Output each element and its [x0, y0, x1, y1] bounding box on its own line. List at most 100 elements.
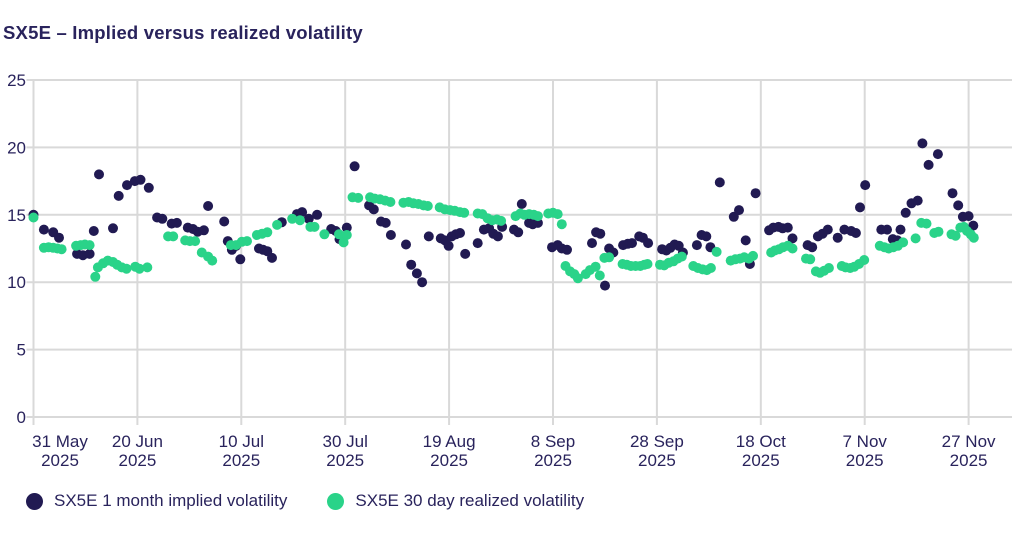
realized-data-point[interactable] [552, 209, 563, 220]
implied-data-point[interactable] [312, 209, 323, 220]
implied-data-point[interactable] [84, 248, 95, 259]
implied-data-point[interactable] [734, 205, 744, 216]
implied-data-point[interactable] [917, 138, 928, 149]
realized-data-point[interactable] [823, 263, 834, 273]
implied-data-point[interactable] [714, 177, 725, 188]
realized-data-point[interactable] [341, 230, 352, 240]
realized-data-point[interactable] [859, 255, 870, 265]
implied-data-point[interactable] [341, 222, 352, 233]
implied-data-point[interactable] [460, 248, 471, 259]
realized-data-point[interactable] [532, 211, 543, 222]
implied-data-point[interactable] [932, 149, 943, 160]
implied-data-point[interactable] [113, 190, 124, 201]
implied-data-point[interactable] [587, 238, 597, 249]
realized-data-point[interactable] [272, 219, 283, 230]
implied-data-point[interactable] [787, 233, 798, 244]
realized-data-point[interactable] [262, 227, 273, 238]
implied-data-point[interactable] [740, 235, 751, 246]
implied-data-point[interactable] [627, 238, 637, 249]
implied-data-point[interactable] [895, 224, 906, 235]
implied-data-point[interactable] [923, 159, 934, 170]
implied-data-point[interactable] [443, 240, 454, 251]
implied-data-point[interactable] [88, 226, 99, 236]
implied-data-point[interactable] [423, 231, 434, 242]
implied-data-point[interactable] [122, 180, 132, 191]
implied-data-point[interactable] [595, 228, 606, 239]
realized-data-point[interactable] [950, 230, 961, 241]
realized-data-point[interactable] [705, 263, 716, 273]
realized-data-point[interactable] [90, 271, 101, 282]
realized-data-point[interactable] [242, 236, 252, 247]
realized-data-point[interactable] [168, 231, 179, 242]
implied-data-point[interactable] [600, 280, 610, 291]
implied-data-point[interactable] [203, 201, 214, 211]
realized-data-point[interactable] [353, 192, 364, 203]
realized-data-point[interactable] [590, 261, 601, 272]
implied-data-point[interactable] [385, 230, 396, 240]
realized-data-point[interactable] [910, 233, 921, 244]
realized-data-point[interactable] [287, 213, 298, 224]
implied-data-point[interactable] [691, 240, 702, 251]
realized-data-point[interactable] [604, 252, 615, 263]
implied-data-point[interactable] [782, 222, 793, 233]
implied-data-point[interactable] [54, 232, 64, 243]
realized-data-point[interactable] [676, 251, 687, 262]
realized-data-point[interactable] [84, 240, 95, 251]
implied-data-point[interactable] [349, 161, 360, 172]
realized-data-point[interactable] [711, 246, 722, 257]
implied-data-point[interactable] [750, 188, 761, 199]
realized-data-point[interactable] [748, 250, 758, 261]
realized-data-point[interactable] [121, 263, 132, 274]
implied-data-point[interactable] [38, 224, 49, 235]
implied-data-point[interactable] [807, 242, 818, 253]
implied-data-point[interactable] [406, 259, 417, 270]
implied-data-point[interactable] [822, 224, 833, 235]
implied-data-point[interactable] [219, 216, 230, 227]
implied-data-point[interactable] [701, 231, 712, 242]
implied-data-point[interactable] [143, 182, 154, 193]
implied-data-point[interactable] [235, 254, 246, 265]
realized-data-point[interactable] [190, 236, 201, 247]
implied-data-point[interactable] [297, 207, 308, 218]
implied-data-point[interactable] [417, 277, 428, 288]
implied-data-point[interactable] [882, 224, 892, 235]
realized-data-point[interactable] [56, 244, 67, 255]
implied-data-point[interactable] [171, 217, 182, 228]
implied-data-point[interactable] [303, 213, 314, 224]
implied-data-point[interactable] [860, 180, 871, 191]
implied-data-point[interactable] [643, 238, 654, 249]
implied-data-point[interactable] [900, 207, 911, 218]
implied-data-point[interactable] [108, 223, 118, 234]
implied-data-point[interactable] [947, 188, 958, 199]
realized-data-point[interactable] [594, 270, 605, 281]
realized-data-point[interactable] [898, 237, 909, 248]
implied-data-point[interactable] [472, 238, 483, 249]
implied-data-point[interactable] [492, 231, 503, 242]
realized-data-point[interactable] [805, 254, 816, 265]
implied-data-point[interactable] [135, 174, 146, 185]
implied-data-point[interactable] [368, 204, 379, 215]
realized-data-point[interactable] [385, 197, 396, 207]
implied-data-point[interactable] [953, 200, 964, 211]
implied-data-point[interactable] [94, 169, 104, 180]
realized-data-point[interactable] [28, 212, 39, 223]
realized-data-point[interactable] [459, 207, 470, 218]
realized-data-point[interactable] [309, 221, 320, 232]
realized-data-point[interactable] [933, 226, 944, 237]
implied-data-point[interactable] [912, 195, 923, 206]
realized-data-point[interactable] [496, 215, 507, 226]
realized-data-point[interactable] [556, 219, 567, 230]
realized-data-point[interactable] [142, 262, 153, 273]
realized-data-point[interactable] [207, 255, 218, 266]
implied-data-point[interactable] [411, 268, 422, 279]
implied-data-point[interactable] [832, 232, 843, 243]
realized-data-point[interactable] [295, 215, 305, 226]
implied-data-point[interactable] [157, 213, 168, 224]
realized-data-point[interactable] [134, 263, 145, 274]
implied-data-point[interactable] [455, 228, 465, 238]
realized-data-point[interactable] [921, 218, 932, 229]
legend-item-realized[interactable]: SX5E 30 day realized volatility [327, 491, 584, 511]
implied-data-point[interactable] [513, 227, 524, 238]
realized-data-point[interactable] [572, 273, 583, 284]
